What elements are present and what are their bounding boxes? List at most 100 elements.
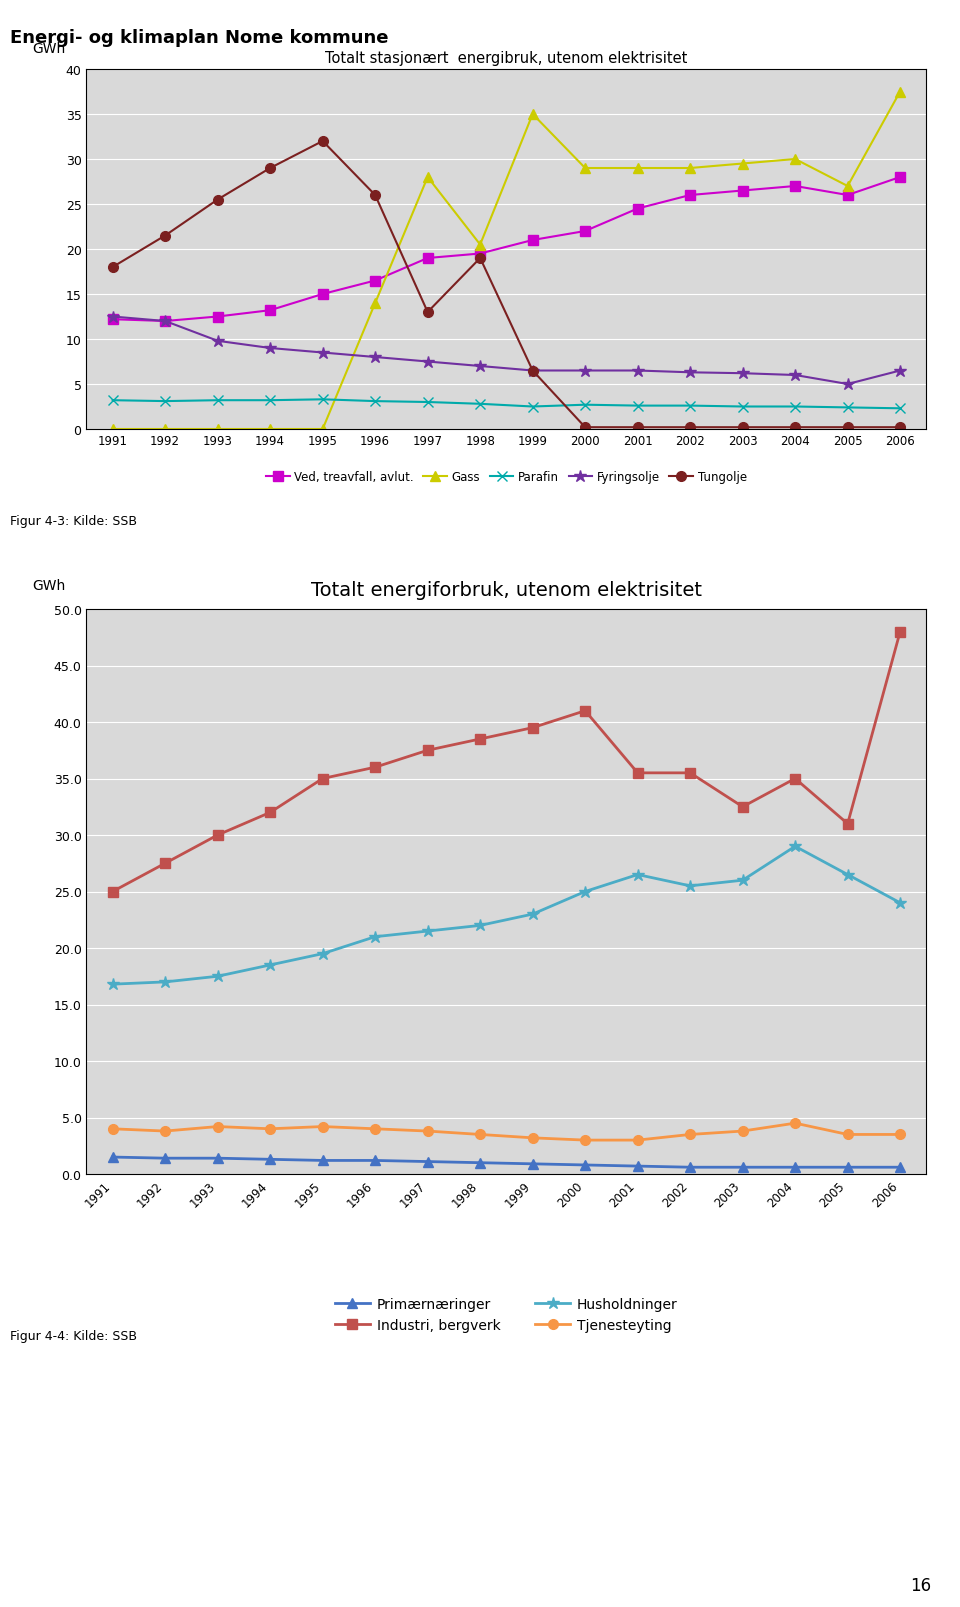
Title: Totalt energiforbruk, utenom elektrisitet: Totalt energiforbruk, utenom elektrisite… <box>311 580 702 599</box>
Parafin <box>474 395 486 415</box>
Text: GWh: GWh <box>32 42 65 56</box>
Tungolje <box>842 418 853 437</box>
Tungolje <box>159 227 171 246</box>
Tungolje <box>895 418 906 437</box>
Parafin <box>212 392 224 411</box>
Fyringsolje <box>317 344 328 363</box>
Tjenesteyting <box>632 1131 643 1151</box>
Ved, treavfall, avlut. <box>107 310 118 329</box>
Industri, bergverk <box>632 763 643 783</box>
Gass <box>264 419 276 439</box>
Tjenesteyting <box>159 1122 171 1141</box>
Parafin <box>159 392 171 411</box>
Text: Energi- og klimaplan Nome kommune: Energi- og klimaplan Nome kommune <box>10 29 388 47</box>
Fyringsolje <box>895 362 906 381</box>
Primærnæringer <box>789 1159 801 1178</box>
Husholdninger <box>317 945 328 964</box>
Husholdninger <box>789 837 801 857</box>
Gass <box>842 177 853 196</box>
Husholdninger <box>737 871 749 890</box>
Primærnæringer <box>842 1159 853 1178</box>
Tjenesteyting <box>370 1120 381 1139</box>
Primærnæringer <box>632 1157 643 1176</box>
Fyringsolje <box>159 312 171 331</box>
Fyringsolje <box>632 362 643 381</box>
Primærnæringer <box>264 1151 276 1170</box>
Primærnæringer <box>317 1151 328 1170</box>
Tungolje <box>107 259 118 278</box>
Line: Industri, bergverk: Industri, bergverk <box>108 627 905 897</box>
Ved, treavfall, avlut. <box>789 177 801 196</box>
Gass <box>370 294 381 313</box>
Industri, bergverk <box>107 882 118 902</box>
Tungolje <box>632 418 643 437</box>
Husholdninger <box>474 916 486 935</box>
Parafin <box>527 397 539 416</box>
Line: Ved, treavfall, avlut.: Ved, treavfall, avlut. <box>108 174 905 326</box>
Gass <box>107 419 118 439</box>
Gass <box>474 236 486 256</box>
Text: Figur 4-4: Kilde: SSB: Figur 4-4: Kilde: SSB <box>10 1329 136 1342</box>
Ved, treavfall, avlut. <box>421 249 433 268</box>
Fyringsolje <box>684 363 696 382</box>
Husholdninger <box>370 927 381 947</box>
Parafin <box>737 397 749 416</box>
Tjenesteyting <box>580 1131 591 1151</box>
Husholdninger <box>527 905 539 924</box>
Husholdninger <box>580 882 591 902</box>
Primærnæringer <box>737 1159 749 1178</box>
Gass <box>212 419 224 439</box>
Ved, treavfall, avlut. <box>317 284 328 304</box>
Gass <box>159 419 171 439</box>
Ved, treavfall, avlut. <box>474 244 486 264</box>
Ved, treavfall, avlut. <box>212 307 224 326</box>
Ved, treavfall, avlut. <box>737 182 749 201</box>
Husholdninger <box>212 967 224 987</box>
Tungolje <box>317 132 328 151</box>
Gass <box>632 159 643 178</box>
Industri, bergverk <box>159 853 171 873</box>
Fyringsolje <box>737 365 749 384</box>
Parafin <box>789 397 801 416</box>
Industri, bergverk <box>842 815 853 834</box>
Tjenesteyting <box>684 1125 696 1144</box>
Text: Figur 4-3: Kilde: SSB: Figur 4-3: Kilde: SSB <box>10 514 136 527</box>
Industri, bergverk <box>737 797 749 816</box>
Line: Tjenesteyting: Tjenesteyting <box>108 1118 905 1146</box>
Fyringsolje <box>107 307 118 326</box>
Tungolje <box>789 418 801 437</box>
Tjenesteyting <box>789 1114 801 1133</box>
Title: Totalt stasjonært  energibruk, utenom elektrisitet: Totalt stasjonært energibruk, utenom ele… <box>325 51 687 66</box>
Parafin <box>684 397 696 416</box>
Parafin <box>317 391 328 410</box>
Legend: Ved, treavfall, avlut., Gass, Parafin, Fyringsolje, Tungolje: Ved, treavfall, avlut., Gass, Parafin, F… <box>261 466 752 489</box>
Tjenesteyting <box>421 1122 433 1141</box>
Fyringsolje <box>370 349 381 368</box>
Primærnæringer <box>580 1155 591 1175</box>
Tungolje <box>421 304 433 323</box>
Tungolje <box>737 418 749 437</box>
Parafin <box>842 399 853 418</box>
Husholdninger <box>842 865 853 884</box>
Fyringsolje <box>264 339 276 358</box>
Parafin <box>421 394 433 413</box>
Primærnæringer <box>684 1159 696 1178</box>
Industri, bergverk <box>684 763 696 783</box>
Husholdninger <box>684 877 696 897</box>
Gass <box>421 169 433 188</box>
Parafin <box>264 392 276 411</box>
Ved, treavfall, avlut. <box>370 272 381 291</box>
Ved, treavfall, avlut. <box>684 186 696 206</box>
Parafin <box>370 392 381 411</box>
Gass <box>895 84 906 103</box>
Tjenesteyting <box>527 1128 539 1147</box>
Legend: Primærnæringer, Industri, bergverk, Husholdninger, Tjenesteyting: Primærnæringer, Industri, bergverk, Hush… <box>329 1292 684 1337</box>
Ved, treavfall, avlut. <box>159 312 171 331</box>
Fyringsolje <box>212 333 224 352</box>
Husholdninger <box>632 865 643 884</box>
Industri, bergverk <box>317 770 328 789</box>
Line: Fyringsolje: Fyringsolje <box>107 312 906 391</box>
Tungolje <box>212 191 224 211</box>
Ved, treavfall, avlut. <box>895 169 906 188</box>
Tungolje <box>527 362 539 381</box>
